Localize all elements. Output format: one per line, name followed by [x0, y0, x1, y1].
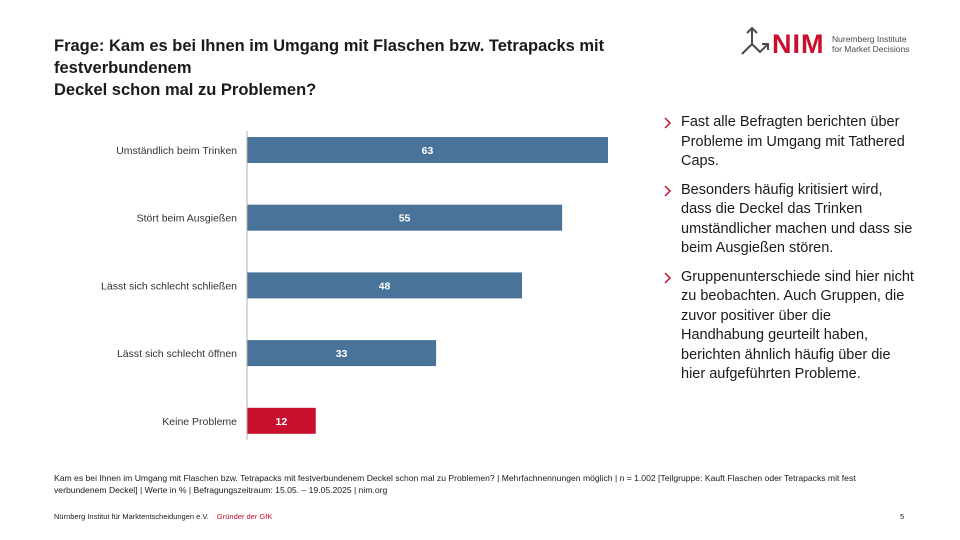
footer-org: Nürnberg Institut für Marktentscheidunge…: [54, 512, 209, 521]
bullet-text: Besonders häufig kritisiert wird, dass d…: [681, 181, 913, 257]
chevron-right-icon: [664, 271, 672, 284]
footer: Nürnberg Institut für Marktentscheidunge…: [54, 512, 272, 521]
title-line-1: Frage: Kam es bei Ihnen im Umgang mit Fl…: [54, 37, 605, 77]
bar: [247, 272, 523, 299]
bullet-item: Fast alle Befragten berichten über Probl…: [664, 113, 914, 172]
bar: [247, 407, 316, 434]
bar: [247, 204, 563, 231]
page-title: Frage: Kam es bei Ihnen im Umgang mit Fl…: [54, 35, 714, 101]
logo-wordmark: NIM: [772, 29, 825, 59]
category-label: Lässt sich schlecht schließen: [101, 280, 237, 292]
logo-line-1: Nuremberg Institute: [832, 34, 907, 44]
data-label: 48: [379, 280, 391, 292]
bullet-text: Gruppenunterschiede sind hier nicht zu b…: [681, 268, 914, 383]
bar: [247, 340, 437, 367]
category-label: Umständlich beim Trinken: [116, 145, 237, 157]
logo-subtitle: Nuremberg Institute for Market Decisions: [832, 34, 909, 54]
bar: [247, 137, 608, 163]
category-label: Keine Probleme: [162, 416, 237, 428]
key-findings: Fast alle Befragten berichten über Probl…: [664, 113, 914, 394]
bullet-item: Gruppenunterschiede sind hier nicht zu b…: [664, 268, 914, 385]
data-label: 12: [276, 416, 288, 428]
arrows-icon: [741, 26, 769, 55]
chevron-right-icon: [664, 117, 672, 129]
category-label: Lässt sich schlecht öffnen: [117, 348, 237, 360]
data-label: 63: [422, 145, 434, 157]
logo-line-2: for Market Decisions: [832, 44, 910, 54]
bullet-item: Besonders häufig kritisiert wird, dass d…: [664, 181, 914, 259]
nim-logo: NIM Nuremberg Institute for Market Decis…: [740, 26, 920, 60]
category-label: Stört beim Ausgießen: [137, 213, 238, 225]
data-label: 55: [399, 213, 411, 225]
title-line-2: Deckel schon mal zu Problemen?: [54, 81, 317, 99]
bar-chart: Umständlich beim Trinken 63 Stört beim Aus…: [101, 131, 608, 440]
page-number: 5: [900, 512, 905, 521]
chevron-right-icon: [664, 184, 672, 197]
footer-tagline: Gründer der GfK: [216, 512, 273, 521]
bullet-text: Fast alle Befragten berichten über Probl…: [681, 114, 905, 169]
data-label: 33: [336, 348, 348, 360]
footnote: Kam es bei Ihnen im Umgang mit Flaschen …: [54, 473, 856, 495]
